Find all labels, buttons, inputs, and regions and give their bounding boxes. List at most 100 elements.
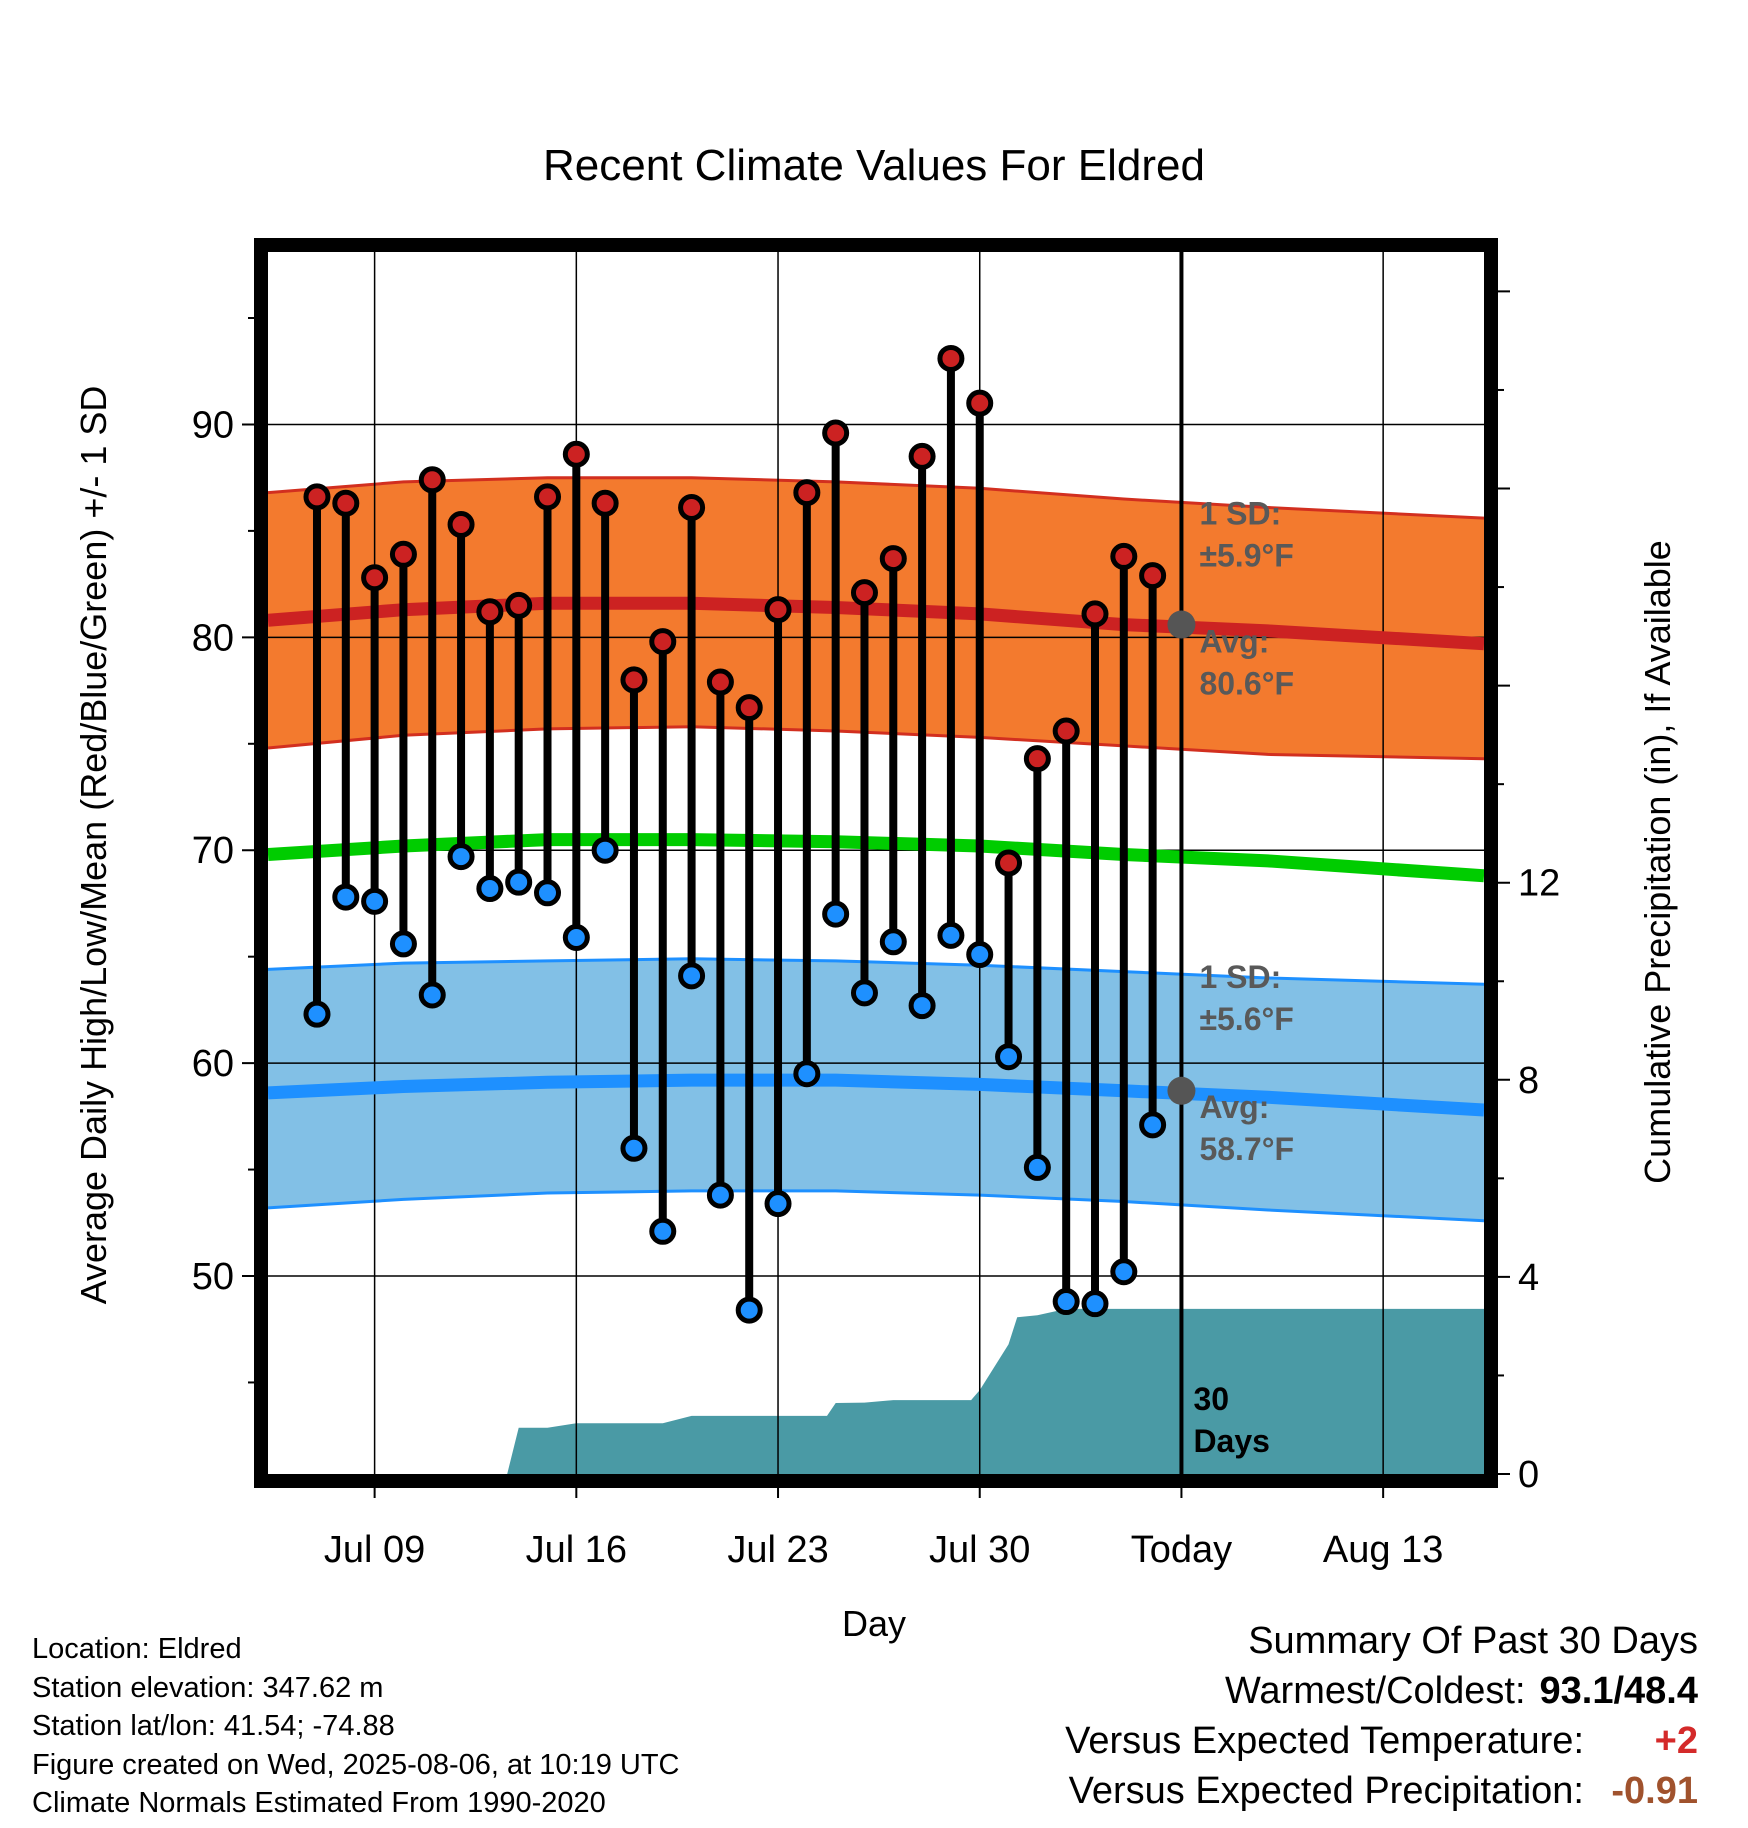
summary-warm-cold: Warmest/Coldest: 93.1/48.4	[1065, 1666, 1698, 1716]
low-point-9	[361, 887, 389, 915]
high-point-9	[361, 564, 389, 592]
low-sd-value: ±5.6°F	[1199, 1001, 1293, 1037]
high-point-10	[389, 540, 417, 568]
low-point-16	[562, 924, 590, 952]
station-info: Location: Eldred Station elevation: 347.…	[32, 1630, 680, 1823]
low-avg-label: Avg:	[1199, 1089, 1269, 1125]
low-point-27	[879, 928, 907, 956]
high-point-11	[418, 466, 446, 494]
high-point-17	[591, 489, 619, 517]
low-point-14	[505, 868, 533, 896]
high-point-27	[879, 545, 907, 573]
high-point-19	[649, 628, 677, 656]
high-point-30	[966, 389, 994, 417]
plot-area: 1 SD: ±5.9°F Avg: 80.6°F 1 SD: ±5.6°F Avg: 58.7…	[192, 238, 1560, 1571]
low-point-34	[1081, 1290, 1109, 1318]
low-point-22	[735, 1296, 763, 1324]
high-point-7	[303, 483, 331, 511]
y2-tick-label-2: 8	[1518, 1060, 1539, 1102]
warm-cold-value: 93.1/48.4	[1539, 1670, 1698, 1712]
low-point-29	[937, 921, 965, 949]
x-tick-label-2: Jul 23	[727, 1529, 828, 1571]
high-point-12	[447, 511, 475, 539]
low-band-lower-edge	[268, 1189, 1484, 1223]
y2-axis-label: Cumulative Precipitation (in), If Availa…	[1637, 540, 1678, 1184]
y2-tick-label-3: 12	[1518, 863, 1560, 905]
high-point-34	[1081, 600, 1109, 628]
high-point-18	[620, 666, 648, 694]
precip-label: Versus Expected Precipitation:	[1068, 1770, 1584, 1812]
high-point-16	[562, 440, 590, 468]
high-point-20	[678, 493, 706, 521]
temp-label: Versus Expected Temperature:	[1065, 1720, 1584, 1762]
latlon-text: Station lat/lon: 41.54; -74.88	[32, 1710, 395, 1742]
summary-heading: Summary Of Past 30 Days	[1248, 1620, 1698, 1662]
normals-text: Climate Normals Estimated From 1990-2020	[32, 1787, 606, 1819]
high-point-36	[1139, 562, 1167, 590]
elevation-text: Station elevation: 347.62 m	[32, 1671, 384, 1704]
x-tick-label-3: Jul 30	[929, 1529, 1030, 1571]
x-tick-label-0: Jul 09	[324, 1529, 425, 1571]
low-point-19	[649, 1217, 677, 1245]
x-tick-label-5: Aug 13	[1323, 1529, 1443, 1571]
warm-cold-label: Warmest/Coldest:	[1224, 1670, 1526, 1712]
y2-tick-label-0: 0	[1518, 1454, 1539, 1496]
high-point-28	[908, 442, 936, 470]
summary-precip: Versus Expected Precipitation: -0.91	[1065, 1766, 1698, 1816]
low-point-8	[332, 883, 360, 911]
high-point-31	[995, 849, 1023, 877]
low-point-20	[678, 962, 706, 990]
high-point-15	[534, 483, 562, 511]
y-axis-label: Average Daily High/Low/Mean (Red/Blue/Gr…	[73, 386, 114, 1305]
today-low-avg-marker	[1167, 1076, 1196, 1105]
high-point-24	[793, 479, 821, 507]
high-point-14	[505, 591, 533, 619]
x-tick-label-1: Jul 16	[526, 1529, 627, 1571]
low-point-13	[476, 875, 504, 903]
temp-value: +2	[1654, 1720, 1698, 1762]
precip-value: -0.91	[1611, 1770, 1698, 1812]
normal-low-line	[268, 1073, 1484, 1117]
low-point-26	[850, 979, 878, 1007]
low-point-11	[418, 981, 446, 1009]
high-sd-value: ±5.9°F	[1199, 538, 1293, 574]
y-tick-label-4: 90	[192, 404, 234, 446]
x-axis-label: Day	[842, 1603, 906, 1644]
y-tick-label-2: 70	[192, 830, 234, 872]
low-point-10	[389, 930, 417, 958]
low-point-12	[447, 843, 475, 871]
y-tick-label-3: 80	[192, 617, 234, 659]
high-point-25	[822, 419, 850, 447]
low-point-30	[966, 941, 994, 969]
plot-frame	[254, 238, 1498, 1488]
low-point-18	[620, 1134, 648, 1162]
low-point-35	[1110, 1258, 1138, 1286]
location-text: Location: Eldred	[32, 1633, 242, 1665]
window-label-days: Days	[1193, 1423, 1270, 1459]
high-point-35	[1110, 542, 1138, 570]
y-tick-label-1: 60	[192, 1043, 234, 1085]
x-tick-label-4: Today	[1131, 1529, 1232, 1571]
low-point-15	[534, 879, 562, 907]
plot-inner	[268, 252, 1484, 1474]
low-point-28	[908, 992, 936, 1020]
high-point-8	[332, 489, 360, 517]
low-avg-value: 58.7°F	[1199, 1131, 1294, 1167]
low-band-upper-edge	[268, 957, 1484, 986]
low-point-32	[1023, 1153, 1051, 1181]
high-point-21	[706, 668, 734, 696]
high-avg-label: Avg:	[1199, 624, 1269, 660]
high-point-22	[735, 694, 763, 722]
high-point-23	[764, 596, 792, 624]
low-point-7	[303, 1000, 331, 1028]
high-point-13	[476, 598, 504, 626]
low-point-25	[822, 900, 850, 928]
low-point-36	[1139, 1111, 1167, 1139]
high-point-29	[937, 344, 965, 372]
low-point-17	[591, 836, 619, 864]
chart-title: Recent Climate Values For Eldred	[543, 141, 1205, 190]
low-point-23	[764, 1190, 792, 1218]
today-high-avg-marker	[1167, 610, 1196, 639]
low-point-31	[995, 1043, 1023, 1071]
